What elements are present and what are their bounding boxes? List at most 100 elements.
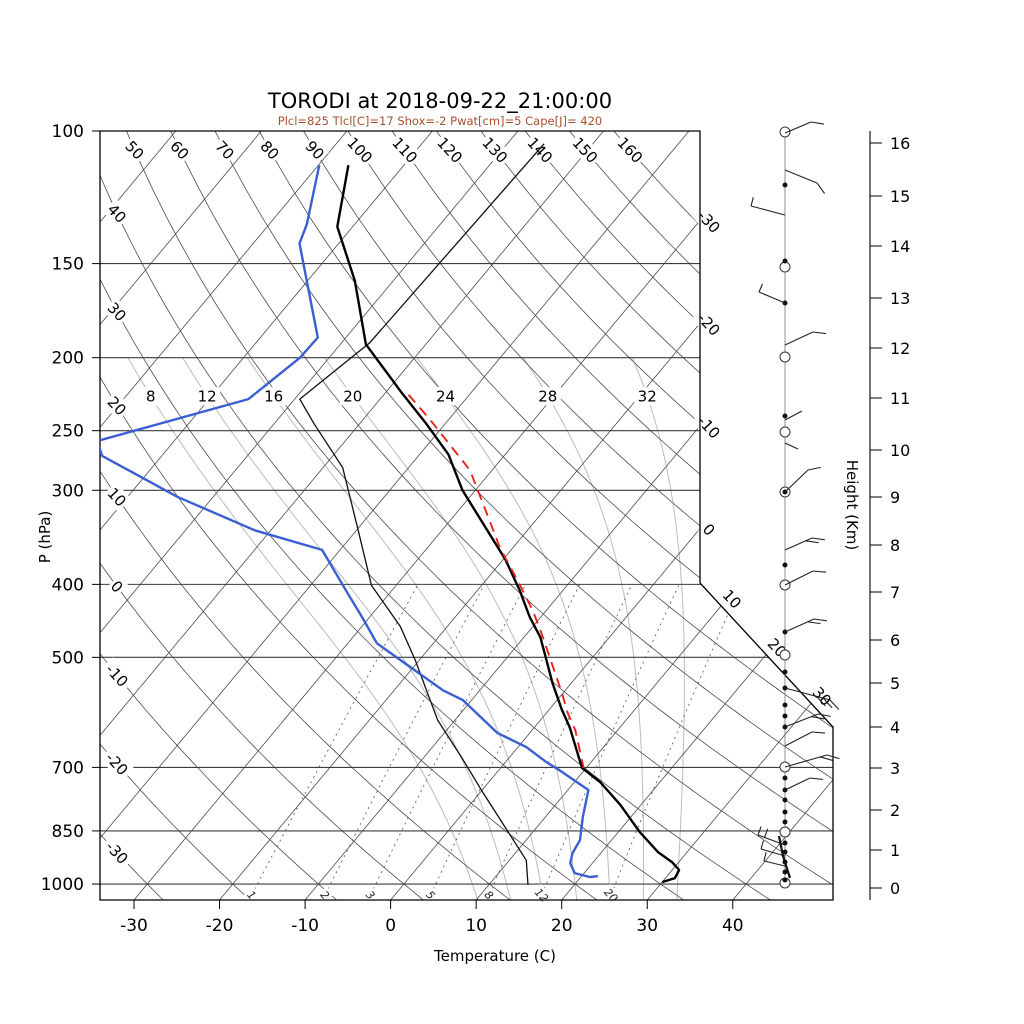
wind-barb <box>784 466 821 493</box>
gridline-label: -20 <box>691 306 727 343</box>
moist-adiabat-label: 16 <box>260 387 287 406</box>
svg-text:150: 150 <box>569 134 602 167</box>
gridline-label: 12 <box>530 883 553 907</box>
wind-barb <box>784 618 827 633</box>
moist-adiabats <box>127 357 685 900</box>
wind-barb <box>760 840 786 857</box>
gridline-label: 30 <box>102 297 132 327</box>
gridline-label: 0 <box>697 518 721 541</box>
sounding-curves <box>100 143 681 886</box>
page-title: TORODI at 2018-09-22_21:00:00 <box>267 89 613 113</box>
svg-text:90: 90 <box>302 137 328 163</box>
gridline-label: 10 <box>717 584 747 614</box>
wind-level-dot <box>782 669 788 675</box>
svg-text:2: 2 <box>890 801 900 820</box>
surface-wind-streak <box>777 835 792 879</box>
svg-text:5: 5 <box>890 674 900 693</box>
gridline-label: 0 <box>105 575 129 598</box>
gridline-label: 150 <box>567 131 603 169</box>
wind-level-dot <box>782 413 788 419</box>
svg-text:0: 0 <box>890 879 900 898</box>
wind-barb <box>784 442 799 450</box>
gridline-label: 5 <box>422 886 440 904</box>
svg-text:15: 15 <box>890 187 910 206</box>
wind-level-circle <box>779 426 791 438</box>
svg-text:32: 32 <box>638 388 657 406</box>
svg-text:20: 20 <box>343 388 362 406</box>
moist-adiabat-label: 28 <box>534 387 561 406</box>
svg-text:60: 60 <box>166 137 192 163</box>
wind-barb <box>784 121 824 134</box>
svg-text:20: 20 <box>551 916 573 936</box>
svg-text:100: 100 <box>52 122 84 142</box>
gridline-label: -30 <box>99 834 135 871</box>
svg-text:300: 300 <box>52 481 84 501</box>
svg-text:8: 8 <box>890 536 900 555</box>
wind-level-dot <box>782 775 788 781</box>
gridline-label: -10 <box>691 408 727 445</box>
svg-text:12: 12 <box>890 339 910 358</box>
gridline-label: 70 <box>210 135 240 165</box>
gridline-label: 100 <box>342 131 378 169</box>
gridline-label: 20 <box>102 391 132 421</box>
svg-text:10: 10 <box>890 441 910 460</box>
temperature-curve <box>336 164 681 884</box>
wind-level-dot <box>782 869 788 875</box>
wind-level-circle <box>779 826 791 838</box>
svg-text:70: 70 <box>211 137 237 163</box>
wind-level-dot <box>782 702 788 708</box>
svg-text:3: 3 <box>890 759 900 778</box>
svg-text:10: 10 <box>104 484 130 510</box>
gridline-label: 90 <box>300 135 330 165</box>
svg-text:30: 30 <box>104 299 130 325</box>
svg-text:4: 4 <box>890 718 900 737</box>
gridline-label: 130 <box>477 131 513 169</box>
wind-barb <box>784 754 840 768</box>
svg-text:10: 10 <box>465 916 487 936</box>
svg-text:1: 1 <box>890 841 900 860</box>
gridline-label: 3 <box>361 886 380 904</box>
svg-text:120: 120 <box>433 134 466 167</box>
svg-text:30: 30 <box>636 916 658 936</box>
svg-text:130: 130 <box>478 134 511 167</box>
svg-text:50: 50 <box>121 137 147 163</box>
svg-text:100: 100 <box>343 134 376 167</box>
gridline-label: 60 <box>165 135 195 165</box>
gridline-label: 50 <box>120 135 150 165</box>
wind-level-circle <box>779 126 791 138</box>
pressure-axis-label: P (hPa) <box>36 510 54 564</box>
gridline-label: 110 <box>387 131 423 169</box>
wind-column <box>750 121 840 889</box>
svg-text:-30: -30 <box>120 916 148 936</box>
wind-level-dot <box>782 797 788 803</box>
svg-text:16: 16 <box>890 134 910 153</box>
svg-text:11: 11 <box>890 389 910 408</box>
dewpoint-curve <box>100 164 599 879</box>
svg-text:700: 700 <box>52 758 84 778</box>
gridline-label: 20 <box>600 883 623 907</box>
wind-barb <box>758 283 786 304</box>
svg-text:200: 200 <box>52 349 84 369</box>
gridline-label: 2 <box>316 886 334 904</box>
wind-level-dot <box>782 562 788 568</box>
wind-barb <box>763 852 786 867</box>
wind-level-dot <box>782 877 788 883</box>
svg-text:110: 110 <box>388 134 421 167</box>
gridline-labels: 50 60 70 80 90 100 110 120 130 140 150 160403020100… <box>99 131 837 907</box>
wind-barb <box>784 731 826 747</box>
svg-text:-10: -10 <box>291 916 319 936</box>
gridline-label: 8 <box>480 886 498 904</box>
svg-text:12: 12 <box>198 388 217 406</box>
parcel-curve <box>407 394 585 769</box>
wind-level-dot <box>782 819 788 825</box>
gridline-label: 1 <box>243 886 261 904</box>
wind-barb <box>784 169 826 194</box>
temperature-axis-label: Temperature (C) <box>434 947 556 965</box>
moist-adiabat-label: 20 <box>339 387 366 406</box>
gridline-label: 30 <box>807 681 837 711</box>
pressure-gridlines <box>100 131 833 885</box>
wind-barb <box>784 713 831 728</box>
svg-text:12: 12 <box>532 886 551 905</box>
indices-subtitle: Plcl=825 Tlcl[C]=17 Shox=-2 Pwat[cm]=5 C… <box>277 114 603 128</box>
moist-adiabat-label: 12 <box>194 387 221 406</box>
